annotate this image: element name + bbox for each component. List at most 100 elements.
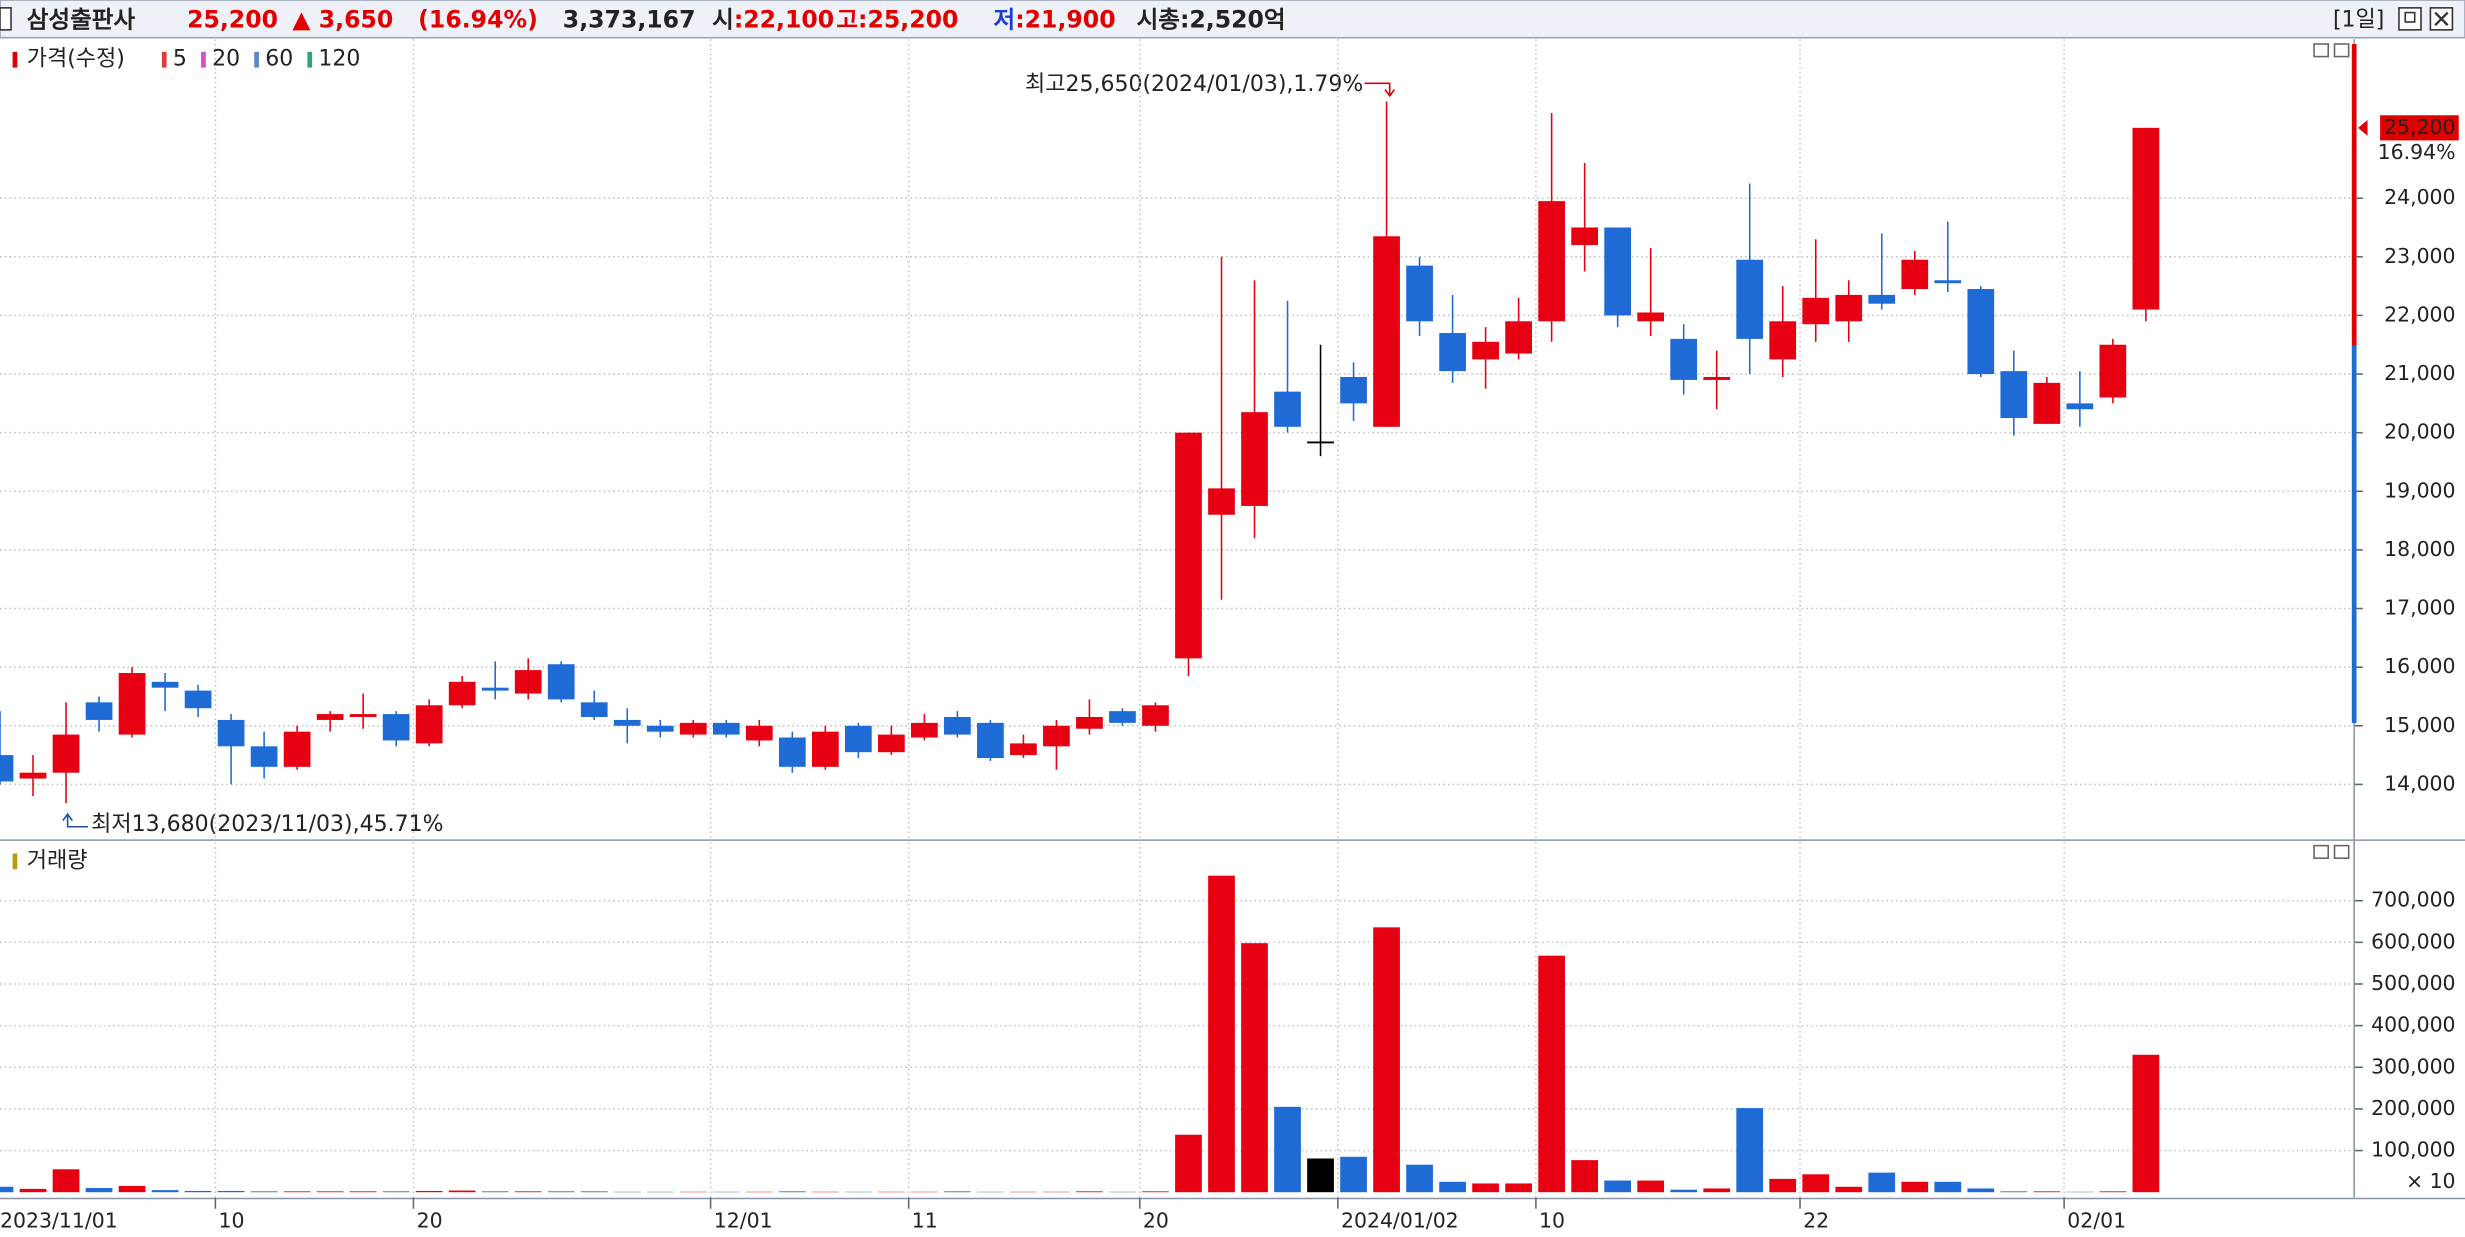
candle-body [1670,338,1698,380]
x-tick-label: 20 [1143,1208,1169,1232]
volume-bar [1802,1174,1830,1193]
panel-min-button[interactable] [2313,43,2330,58]
candle-body [811,731,839,767]
candle-body [184,690,212,709]
volume-bar [0,1186,14,1193]
volume-bar [1175,1134,1202,1193]
candle-body [1208,488,1235,515]
restore-button[interactable] [2398,7,2422,31]
candle-body [944,717,971,735]
legend-label: 20 [212,47,240,72]
legend-swatch [12,51,18,68]
y-tick-label: 300,000 [2371,1054,2455,1078]
candle-body [2000,371,2028,419]
candle-body [52,734,80,773]
y-tick-label: 16,000 [2384,654,2455,678]
header-icon [0,7,12,31]
candle-body [217,719,245,747]
y-tick-label: 21,000 [2384,361,2455,385]
candle-body [1571,227,1599,246]
volume-bar [2099,1191,2127,1193]
candle-body [0,755,14,782]
candle-body [911,722,938,738]
volume-bar [1439,1181,1466,1193]
candle-body [1934,280,1962,284]
candle-body [1637,312,1665,322]
volume-bar [1868,1172,1896,1193]
candle-body [1241,412,1268,506]
volume-bar [1769,1178,1797,1193]
high-annotation: 최고25,650(2024/01/03),1.79% [1025,72,1363,97]
y-tick-label: 23,000 [2384,244,2455,268]
volume-bar [1076,1191,1103,1193]
candle-body [514,670,542,694]
volume-bar [283,1191,311,1193]
candle-body [1769,321,1797,360]
volume-bar [1967,1188,1995,1193]
open-value: :22,100 [734,5,834,33]
y-tick-label: 200,000 [2371,1096,2455,1120]
candle-body [613,719,641,726]
x-tick-label: 20 [417,1208,443,1232]
candle-body [1736,259,1764,339]
y-tick-label: 19,000 [2384,478,2455,502]
volume-bar [1340,1156,1367,1193]
candle-body [2033,382,2061,424]
candle-body [85,702,113,720]
x-tick-label: 2023/11/01 [0,1208,118,1232]
candle-body [382,714,410,741]
volume-bar [580,1191,608,1193]
candle-body [1373,236,1400,427]
candle-body [316,714,344,720]
candle-body [1802,297,1830,325]
candle-body [415,705,443,744]
candle-body [1835,294,1863,322]
volume-bar [19,1188,47,1193]
last-rate-label: 16.94% [2378,140,2456,164]
y-tick-label: 14,000 [2384,771,2455,795]
legend-swatch [201,51,206,68]
header-text: 삼성출판사 25,200 ▲ 3,650 (16.94%) 3,373,167 … [27,5,1286,33]
candle-body [448,681,476,706]
candle-body [1868,294,1896,304]
x-tick-label: 10 [1539,1208,1565,1232]
restore-icon [2404,11,2416,23]
volume-bar [1934,1181,1962,1193]
legend-label: 거래량 [27,848,88,873]
volume-bar [250,1191,278,1193]
volume-bar [1604,1180,1632,1193]
volume-bar [184,1190,212,1193]
volume-bar [448,1190,476,1193]
low-arrow [62,812,89,828]
panel-close-button[interactable] [2333,844,2350,859]
volume-bar [1241,943,1268,1193]
y-tick-label: 600,000 [2371,929,2455,953]
candle-body [1142,705,1169,726]
candle-body [1604,227,1632,316]
candle-body [1076,717,1103,729]
y-tick-label: 100,000 [2371,1138,2455,1162]
volume-bar [1703,1188,1731,1193]
legend-swatch [161,51,167,68]
open-label: 시 [712,5,734,33]
header-bar [0,0,2465,39]
candle-body [1472,341,1499,360]
y-tick-label: 700,000 [2371,888,2455,912]
volume-bar [382,1191,410,1193]
volume-bar [1307,1158,1334,1193]
period[interactable]: [1일] [2333,7,2384,32]
last-price-marker [2358,119,2368,136]
volume-bar [778,1191,806,1193]
volume-bar [1208,875,1235,1193]
candle-body [580,702,608,718]
candle-body [118,673,146,735]
volume-bar [514,1191,542,1193]
candle-body [1043,725,1070,747]
panel-close-button[interactable] [2333,43,2350,58]
panel-min-button[interactable] [2313,844,2330,859]
candle-body [1703,376,1731,380]
x-tick-label: 2024/01/02 [1341,1208,1459,1232]
change: ▲ 3,650 [292,5,393,33]
volume-bar [1538,955,1565,1193]
